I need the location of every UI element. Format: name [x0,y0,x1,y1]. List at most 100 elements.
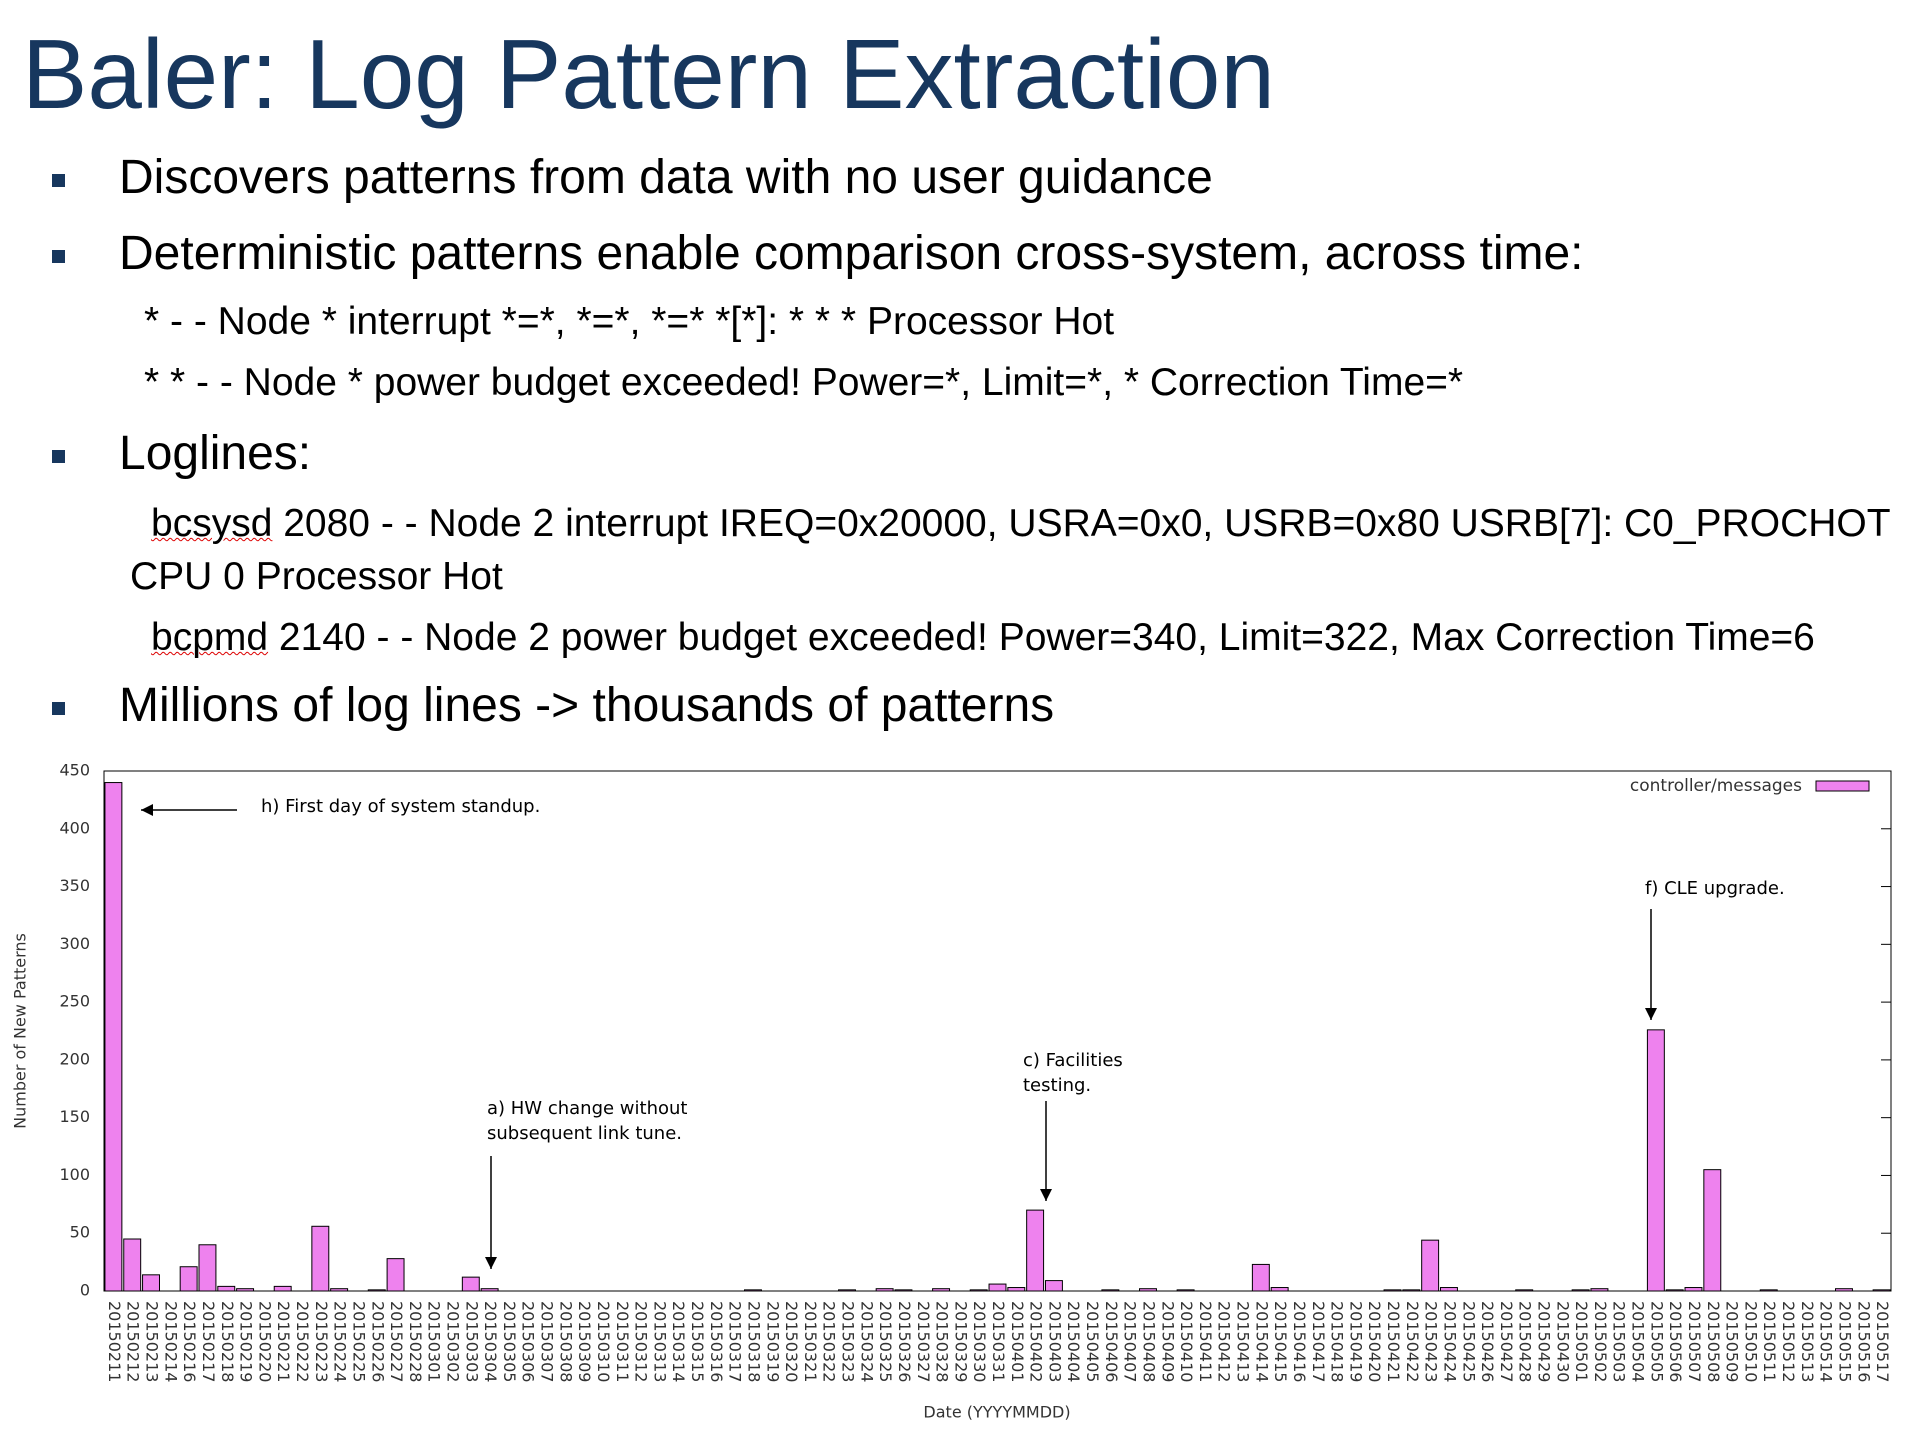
x-tick-label: 20150327 [914,1301,933,1382]
x-tick-label: 20150326 [895,1301,914,1382]
logline: bcpmd 2140 - - Node 2 power budget excee… [130,611,1900,664]
x-tick-label: 20150414 [1252,1301,1271,1382]
message: 2140 - - Node 2 power budget exceeded! P… [278,616,1815,659]
bar [1270,1287,1289,1292]
x-tick-label: 20150212 [124,1301,143,1382]
bullet-marker [52,450,65,463]
x-tick-label: 20150422 [1403,1301,1422,1382]
x-tick-label: 20150305 [500,1301,519,1382]
x-tick-label: 20150410 [1177,1301,1196,1382]
bar [1251,1263,1270,1292]
x-tick-label: 20150228 [406,1301,425,1382]
annotation: h) First day of system standup. [261,796,540,817]
bar [1439,1287,1458,1292]
x-tick-label: 20150211 [105,1301,124,1382]
bar [1703,1169,1722,1292]
x-tick-label: 20150517 [1873,1301,1892,1382]
x-tick-label: 20150412 [1215,1301,1234,1382]
y-tick-label: 450 [59,761,90,780]
x-tick-label: 20150506 [1666,1301,1685,1382]
bar [1421,1239,1440,1292]
y-tick-label: 350 [59,876,90,895]
x-tick-label: 20150515 [1835,1301,1854,1382]
bar [1044,1280,1063,1292]
x-tick-label: 20150222 [293,1301,312,1382]
x-tick-label: 20150413 [1234,1301,1253,1382]
y-tick-label: 150 [59,1107,90,1126]
x-tick-label: 20150322 [820,1301,839,1382]
y-tick-label: 100 [59,1165,90,1184]
bar [217,1285,236,1292]
x-tick-label: 20150325 [876,1301,895,1382]
x-tick-label: 20150510 [1741,1301,1760,1382]
x-tick-label: 20150511 [1760,1301,1779,1382]
x-tick-label: 20150309 [575,1301,594,1382]
bar [311,1225,330,1292]
x-tick-label: 20150423 [1422,1301,1441,1382]
x-tick-label: 20150217 [199,1301,218,1382]
bullet-marker [52,702,65,715]
x-tick-label: 20150408 [1139,1301,1158,1382]
bar [1646,1029,1665,1292]
x-tick-label: 20150318 [744,1301,763,1382]
x-tick-label: 20150416 [1290,1301,1309,1382]
pattern-line: * - - Node * interrupt *=*, *=*, *=* *[*… [144,300,1115,343]
x-tick-label: 20150508 [1704,1301,1723,1382]
x-tick-label: 20150219 [237,1301,256,1382]
bar [104,782,123,1292]
x-tick-label: 20150403 [1045,1301,1064,1382]
bar [386,1258,405,1292]
x-tick-label: 20150220 [255,1301,274,1382]
x-tick-label: 20150501 [1572,1301,1591,1382]
annotation: c) Facilities [1023,1050,1123,1071]
x-tick-label: 20150402 [1027,1301,1046,1382]
bar [461,1276,480,1292]
y-tick-label: 250 [59,992,90,1011]
x-tick-label: 20150407 [1121,1301,1140,1382]
y-tick-label: 300 [59,934,90,953]
bullet: Millions of log lines -> thousands of pa… [119,679,1055,732]
program: bcsysd [151,502,273,545]
bar [1007,1287,1026,1292]
x-tick-label: 20150418 [1328,1301,1347,1382]
bar [1684,1287,1703,1292]
pattern-line: * * - - Node * power budget exceeded! Po… [144,361,1464,404]
slide-title: Baler: Log Pattern Extraction [22,19,1275,129]
x-tick-label: 20150307 [538,1301,557,1382]
bullet: Deterministic patterns enable comparison… [119,227,1584,280]
x-tick-label: 20150425 [1459,1301,1478,1382]
x-tick-label: 20150401 [1008,1301,1027,1382]
x-tick-label: 20150223 [312,1301,331,1382]
bar [142,1274,160,1292]
x-tick-label: 20150331 [989,1301,1008,1382]
x-tick-label: 20150420 [1365,1301,1384,1382]
program: bcpmd [151,616,269,659]
y-tick-label: 50 [70,1223,90,1242]
x-tick-label: 20150421 [1384,1301,1403,1382]
x-tick-label: 20150317 [726,1301,745,1382]
x-tick-label: 20150218 [218,1301,237,1382]
x-tick-label: 20150319 [763,1301,782,1382]
x-tick-label: 20150430 [1553,1301,1572,1382]
bullet: Discovers patterns from data with no use… [119,151,1213,204]
legend-label: controller/messages [1630,776,1802,796]
x-tick-label: 20150221 [274,1301,293,1382]
x-tick-label: 20150417 [1309,1301,1328,1382]
x-tick-label: 20150216 [180,1301,199,1382]
x-tick-label: 20150301 [425,1301,444,1382]
x-tick-label: 20150516 [1854,1301,1873,1382]
x-tick-label: 20150321 [801,1301,820,1382]
x-tick-label: 20150303 [462,1301,481,1382]
y-tick-label: 0 [80,1281,90,1300]
x-tick-label: 20150404 [1064,1301,1083,1382]
x-tick-label: 20150311 [613,1301,632,1382]
x-tick-label: 20150306 [519,1301,538,1382]
x-tick-label: 20150213 [143,1301,162,1382]
bar [198,1244,217,1292]
x-tick-label: 20150509 [1723,1301,1742,1382]
annotation: f) CLE upgrade. [1645,878,1785,899]
x-tick-label: 20150427 [1497,1301,1516,1382]
y-tick-label: 400 [59,818,90,837]
